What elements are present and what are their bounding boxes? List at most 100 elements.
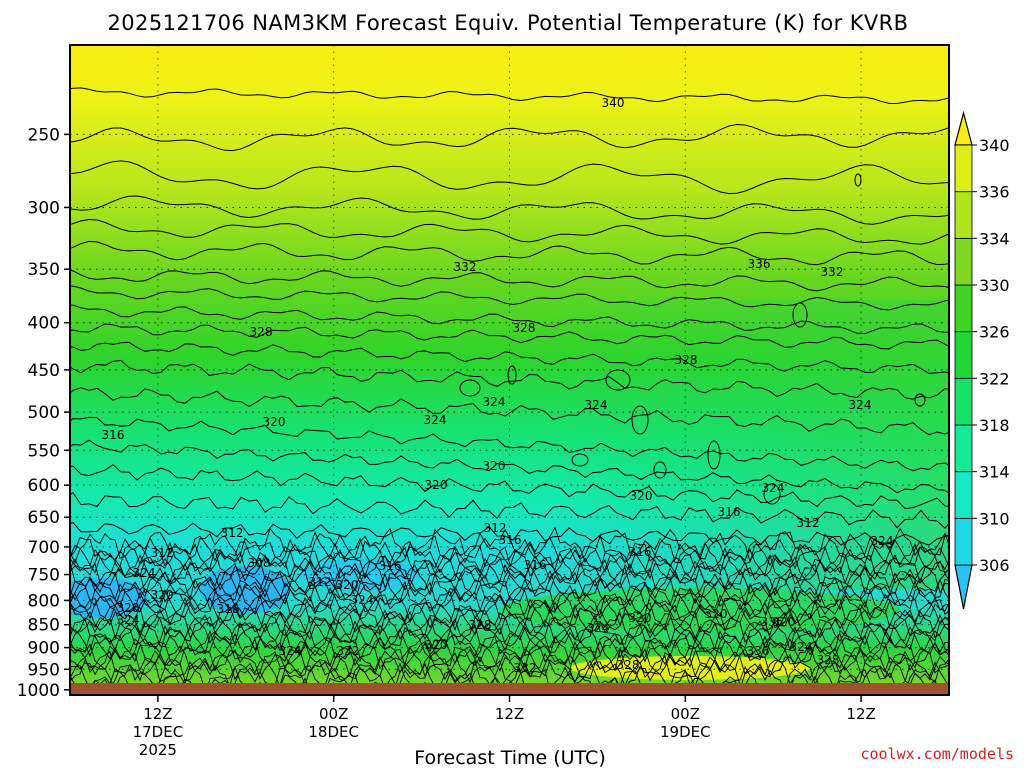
contour-label: 316: [102, 428, 125, 442]
contour-label: 312: [484, 521, 507, 535]
colorbar-tick-label: 330: [979, 276, 1010, 295]
contour-line: [70, 387, 949, 436]
contour-label: 324: [117, 613, 140, 627]
contour-label: 320: [117, 601, 140, 615]
contour-label: 320: [151, 588, 174, 602]
contour-label: 320: [425, 638, 448, 652]
contour-line: [70, 341, 949, 374]
x-tick-label: 00Z: [319, 705, 348, 723]
contour-label: 320: [629, 611, 652, 625]
contour-label: 312: [797, 516, 820, 530]
contour-label: 328: [817, 653, 840, 667]
y-tick-label: 450: [28, 361, 60, 381]
field-right-shade: [70, 300, 949, 590]
surface-strip: [70, 683, 949, 695]
contour-label: 320: [705, 607, 728, 621]
colorbar-segment: [954, 377, 973, 426]
contour-label: 324: [351, 593, 374, 607]
contour-line: [70, 240, 949, 266]
x-tick-label: 00Z: [671, 705, 700, 723]
contour-label: 316: [524, 558, 547, 572]
colorbar-tick-label: 326: [979, 323, 1010, 342]
contour-line: [70, 587, 949, 625]
contour-cell: [792, 302, 808, 328]
contour-label: 324: [133, 566, 156, 580]
y-tick-label: 950: [28, 660, 60, 680]
contour-label: 320: [630, 489, 653, 503]
colorbar-segment: [954, 471, 973, 519]
contour-line: [70, 547, 949, 587]
colorbar-segment: [954, 191, 973, 239]
y-tick-label: 750: [28, 566, 60, 586]
contour-label: 328: [675, 353, 698, 367]
colorbar-segment: [954, 424, 973, 473]
contour-line: [70, 439, 949, 494]
colorbar-tick-label: 334: [979, 229, 1010, 248]
contour-line: [70, 536, 949, 574]
contour-label: 328: [250, 325, 273, 339]
y-tick-label: 850: [28, 616, 60, 636]
contour-label: 312: [151, 546, 174, 560]
contour-label: 328: [617, 658, 640, 672]
y-tick-label: 250: [28, 125, 60, 145]
contour-label: 332: [337, 644, 360, 658]
contour-label: 336: [761, 615, 784, 629]
x-tick-label: 12Z: [846, 705, 875, 723]
contour-label: 328: [469, 618, 492, 632]
y-axis: 250 300 350 400 450 500 550 600 650 700 750 800 850 9…: [17, 125, 70, 701]
contour-line: [70, 662, 949, 695]
x-tick-year: 2025: [139, 741, 177, 759]
y-tick-label: 500: [28, 403, 60, 423]
contour-label: 332: [454, 260, 477, 274]
contour-label: 316: [629, 545, 652, 559]
contour-cell: [507, 365, 517, 385]
contour-cell: [571, 453, 589, 467]
y-tick-label: 350: [28, 260, 60, 280]
x-tick-label: 12Z: [143, 705, 172, 723]
colorbar-tick-label: 318: [979, 416, 1010, 435]
x-axis-label: Forecast Time (UTC): [414, 747, 605, 768]
chart-title: 2025121706 NAM3KM Forecast Equiv. Potent…: [108, 11, 909, 35]
y-tick-label: 1000: [17, 681, 60, 701]
x-tick-date: 18DEC: [308, 723, 359, 741]
y-tick-label: 400: [28, 314, 60, 334]
contour-label: 336: [747, 644, 770, 658]
colorbar-tick-label: 322: [979, 369, 1010, 388]
contour-label: 312: [221, 526, 244, 540]
contour-line: [70, 602, 949, 640]
contour-label: 324: [849, 398, 872, 412]
y-tick-label: 300: [28, 198, 60, 218]
contour-line: [70, 624, 949, 663]
colorbar-extend-max: [954, 110, 973, 146]
colorbar-tick-label: 336: [979, 183, 1010, 202]
contour-label: 316: [499, 533, 522, 547]
contour-label: 336: [748, 257, 771, 271]
contour-label: 324: [424, 413, 447, 427]
contour-label: 320: [336, 578, 359, 592]
contour-line: [70, 218, 949, 245]
colorbar-tick-label: 306: [979, 556, 1010, 575]
contour-label: 312: [309, 575, 332, 589]
contour-cell: [707, 440, 721, 470]
y-tick-label: 550: [28, 441, 60, 461]
contour-cell: [459, 379, 481, 397]
contour-label: 316: [718, 505, 741, 519]
x-tick-date: 19DEC: [660, 723, 711, 741]
contour-label: 324: [871, 534, 894, 548]
contour-line: [70, 630, 949, 669]
contour-cell: [631, 405, 649, 435]
contour-line: [70, 269, 949, 292]
colorbar: 306 310 314 318 322 326 330 334 336 340: [954, 110, 1010, 610]
contour-label: 316: [379, 559, 402, 573]
colorbar-segment: [954, 237, 973, 286]
colorbar-tick-label: 314: [979, 463, 1010, 482]
contour-label: 324: [790, 640, 813, 654]
colorbar-tick-label: 310: [979, 509, 1010, 528]
contour-line: [70, 285, 949, 311]
contour-line: [70, 569, 949, 609]
contour-label: 324: [279, 644, 302, 658]
contour-cell: [763, 483, 781, 505]
colorbar-segment: [954, 144, 973, 193]
